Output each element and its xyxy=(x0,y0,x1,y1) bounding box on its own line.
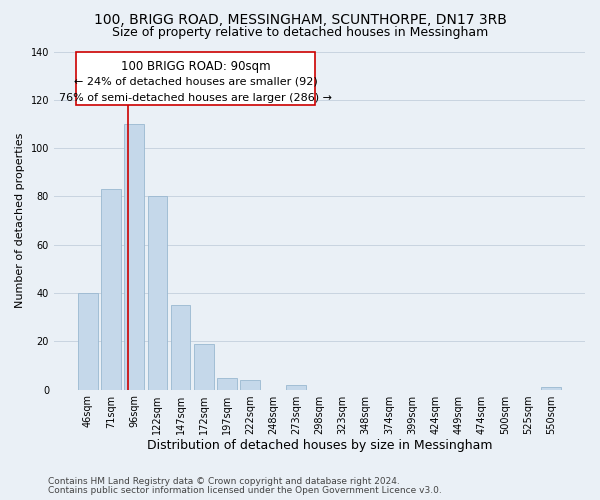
X-axis label: Distribution of detached houses by size in Messingham: Distribution of detached houses by size … xyxy=(147,440,492,452)
Bar xyxy=(541,387,561,390)
Text: 100, BRIGG ROAD, MESSINGHAM, SCUNTHORPE, DN17 3RB: 100, BRIGG ROAD, MESSINGHAM, SCUNTHORPE,… xyxy=(94,12,506,26)
Text: 100 BRIGG ROAD: 90sqm: 100 BRIGG ROAD: 90sqm xyxy=(121,60,271,73)
Bar xyxy=(240,380,260,390)
Y-axis label: Number of detached properties: Number of detached properties xyxy=(15,133,25,308)
Bar xyxy=(286,385,306,390)
Bar xyxy=(124,124,144,390)
Bar xyxy=(148,196,167,390)
Bar xyxy=(78,293,98,390)
Text: Contains HM Land Registry data © Crown copyright and database right 2024.: Contains HM Land Registry data © Crown c… xyxy=(48,477,400,486)
Bar xyxy=(194,344,214,390)
Text: ← 24% of detached houses are smaller (92): ← 24% of detached houses are smaller (92… xyxy=(74,77,317,87)
Text: Size of property relative to detached houses in Messingham: Size of property relative to detached ho… xyxy=(112,26,488,39)
FancyBboxPatch shape xyxy=(76,52,315,104)
Text: 76% of semi-detached houses are larger (286) →: 76% of semi-detached houses are larger (… xyxy=(59,92,332,102)
Bar xyxy=(170,305,190,390)
Bar xyxy=(101,189,121,390)
Bar xyxy=(217,378,236,390)
Text: Contains public sector information licensed under the Open Government Licence v3: Contains public sector information licen… xyxy=(48,486,442,495)
